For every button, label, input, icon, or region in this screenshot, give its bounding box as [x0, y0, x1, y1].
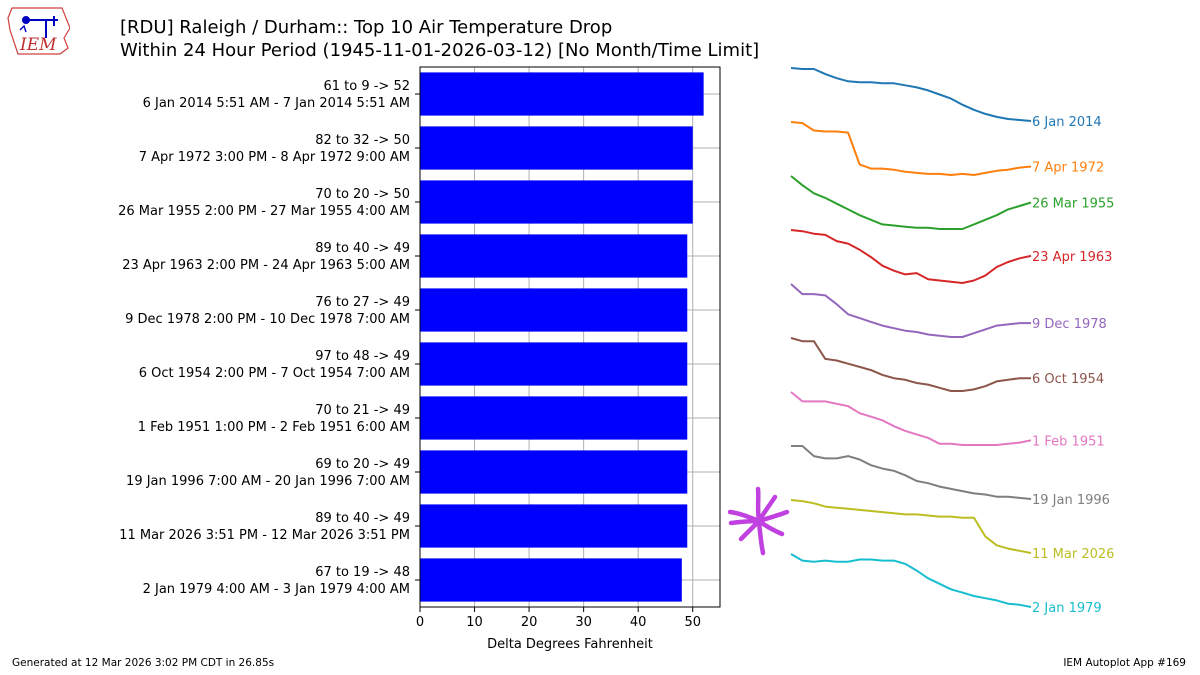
y-tick-label-drop: 76 to 27 -> 49 — [315, 295, 410, 310]
y-tick-label-drop: 67 to 19 -> 48 — [315, 565, 410, 580]
x-axis-ticks: 0 10 20 30 40 50 — [416, 607, 701, 630]
sparkline — [790, 283, 1031, 338]
x-tick-label: 40 — [630, 615, 647, 630]
bar — [420, 504, 688, 548]
sparkline-label: 1 Feb 1951 — [1032, 434, 1105, 449]
sparkline — [790, 175, 1032, 230]
sparkline-label: 2 Jan 1979 — [1032, 601, 1102, 616]
y-tick-label-drop: 97 to 48 -> 49 — [315, 349, 410, 364]
iem-logo-text: IEM — [19, 35, 57, 55]
x-tick-label: 10 — [466, 615, 483, 630]
sparkline-label: 19 Jan 1996 — [1032, 493, 1110, 508]
iowa-outline-icon — [7, 7, 70, 55]
sparkline — [790, 337, 1031, 392]
y-tick-label-period: 6 Jan 2014 5:51 AM - 7 Jan 2014 5:51 AM — [143, 96, 410, 111]
y-tick-label-period: 23 Apr 1963 2:00 PM - 24 Apr 1963 5:00 A… — [122, 258, 410, 273]
bar — [420, 288, 688, 332]
bar — [420, 558, 682, 602]
x-tick-label: 30 — [575, 615, 592, 630]
plot-frame — [419, 66, 721, 608]
iem-logo: IEM — [7, 7, 70, 55]
y-tick-label-drop: 70 to 21 -> 49 — [315, 403, 410, 418]
sparkline — [790, 499, 1032, 554]
y-tick-label-period: 2 Jan 1979 4:00 AM - 3 Jan 1979 4:00 AM — [143, 582, 410, 597]
y-tick-label-drop: 70 to 20 -> 50 — [315, 187, 410, 202]
y-tick-label-period: 19 Jan 1996 7:00 AM - 20 Jan 1996 7:00 A… — [126, 474, 410, 489]
sparklines: 6 Jan 2014 7 Apr 1972 26 Mar 1955 23 Apr 19… — [790, 67, 1114, 616]
y-tick-label-period: 9 Dec 1978 2:00 PM - 10 Dec 1978 7:00 AM — [125, 312, 410, 327]
sparkline-label: 26 Mar 1955 — [1032, 197, 1114, 212]
bar — [420, 72, 704, 116]
sparkline-label: 11 Mar 2026 — [1032, 547, 1114, 562]
sparkline — [790, 121, 1032, 176]
chart-title: [RDU] Raleigh / Durham:: Top 10 Air Temp… — [120, 16, 759, 62]
x-tick-label: 50 — [684, 615, 701, 630]
sparkline — [790, 553, 1032, 608]
sparkline-label: 23 Apr 1963 — [1032, 250, 1112, 265]
bar — [420, 450, 688, 494]
chart-bars — [420, 72, 704, 602]
y-axis-labels: 61 to 9 -> 52 6 Jan 2014 5:51 AM - 7 Jan … — [118, 79, 420, 597]
sparkline — [790, 391, 1032, 446]
footer-generated-text: Generated at 12 Mar 2026 3:02 PM CDT in … — [12, 657, 275, 669]
y-tick-label-period: 7 Apr 1972 3:00 PM - 8 Apr 1972 9:00 AM — [139, 150, 410, 165]
y-tick-label-drop: 89 to 40 -> 49 — [315, 511, 410, 526]
y-tick-label-period: 11 Mar 2026 3:51 PM - 12 Mar 2026 3:51 P… — [119, 528, 410, 543]
sparkline-label: 6 Jan 2014 — [1032, 115, 1102, 130]
y-tick-label-period: 1 Feb 1951 1:00 PM - 2 Feb 1951 6:00 AM — [138, 420, 410, 435]
bar — [420, 342, 688, 386]
chart-title-line2: Within 24 Hour Period (1945-11-01-2026-0… — [120, 40, 760, 61]
sparkline-label: 9 Dec 1978 — [1032, 317, 1107, 332]
sparkline — [791, 445, 1032, 500]
x-tick-label: 20 — [521, 615, 538, 630]
annotation-star-icon — [727, 486, 790, 556]
x-axis-label: Delta Degrees Fahrenheit — [487, 637, 653, 652]
sparkline-label: 6 Oct 1954 — [1032, 372, 1104, 387]
weather-station-icon — [19, 16, 58, 38]
y-tick-label-drop: 89 to 40 -> 49 — [315, 241, 410, 256]
bar — [420, 396, 688, 440]
x-tick-label: 0 — [416, 615, 424, 630]
sparkline — [790, 229, 1032, 284]
y-tick-label-drop: 82 to 32 -> 50 — [315, 133, 410, 148]
y-tick-label-drop: 61 to 9 -> 52 — [323, 79, 410, 94]
y-tick-label-period: 6 Oct 1954 2:00 PM - 7 Oct 1954 7:00 AM — [139, 366, 410, 381]
chart-title-line1: [RDU] Raleigh / Durham:: Top 10 Air Temp… — [120, 17, 613, 38]
y-tick-label-period: 26 Mar 1955 2:00 PM - 27 Mar 1955 4:00 A… — [118, 204, 410, 219]
sparkline — [790, 67, 1032, 122]
sparkline-label: 7 Apr 1972 — [1032, 161, 1104, 176]
bar — [420, 126, 693, 170]
y-tick-label-drop: 69 to 20 -> 49 — [315, 457, 410, 472]
bar — [420, 234, 688, 278]
bar — [420, 180, 693, 224]
footer-app-id: IEM Autoplot App #169 — [1063, 657, 1186, 669]
